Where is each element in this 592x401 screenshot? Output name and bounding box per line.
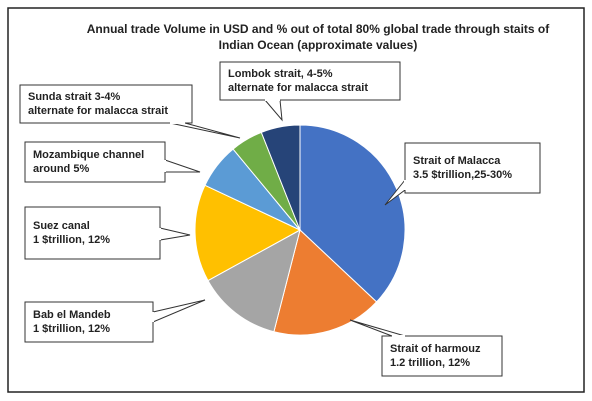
callout-box xyxy=(24,141,166,183)
callout-label: alternate for malacca strait xyxy=(28,105,168,117)
callout-label: 1 $trillion, 12% xyxy=(33,323,110,335)
callout-label: Bab el Mandeb xyxy=(33,309,111,321)
pie-slice xyxy=(260,124,301,231)
callout-box xyxy=(404,142,541,194)
callout-label: Mozambique channel xyxy=(33,149,144,161)
callout-label: Lombok strait, 4-5% xyxy=(228,68,333,80)
pie-slice xyxy=(299,124,406,303)
callout-label: Suez canal xyxy=(33,220,90,232)
callout-box xyxy=(219,61,401,101)
pie-slice xyxy=(194,184,302,282)
callout-box xyxy=(19,84,193,124)
pie-slice xyxy=(273,229,378,336)
callout-label: alternate for malacca strait xyxy=(228,82,368,94)
callout-label: 1.2 trillion, 12% xyxy=(390,357,470,369)
callout-label: Strait of Malacca xyxy=(413,155,501,167)
pie-slice xyxy=(207,229,301,333)
callout-label: 3.5 $trillion,25-30% xyxy=(413,169,512,181)
callout-label: 1 $trillion, 12% xyxy=(33,234,110,246)
chart-title: Indian Ocean (approximate values) xyxy=(219,38,418,52)
callout-label: Sunda strait 3-4% xyxy=(28,91,121,103)
callout-box xyxy=(24,206,161,260)
callout-box xyxy=(381,335,503,377)
callout-label: Strait of harmouz xyxy=(390,343,481,355)
chart-title: Annual trade Volume in USD and % out of … xyxy=(87,22,550,36)
callout-label: around 5% xyxy=(33,163,89,175)
